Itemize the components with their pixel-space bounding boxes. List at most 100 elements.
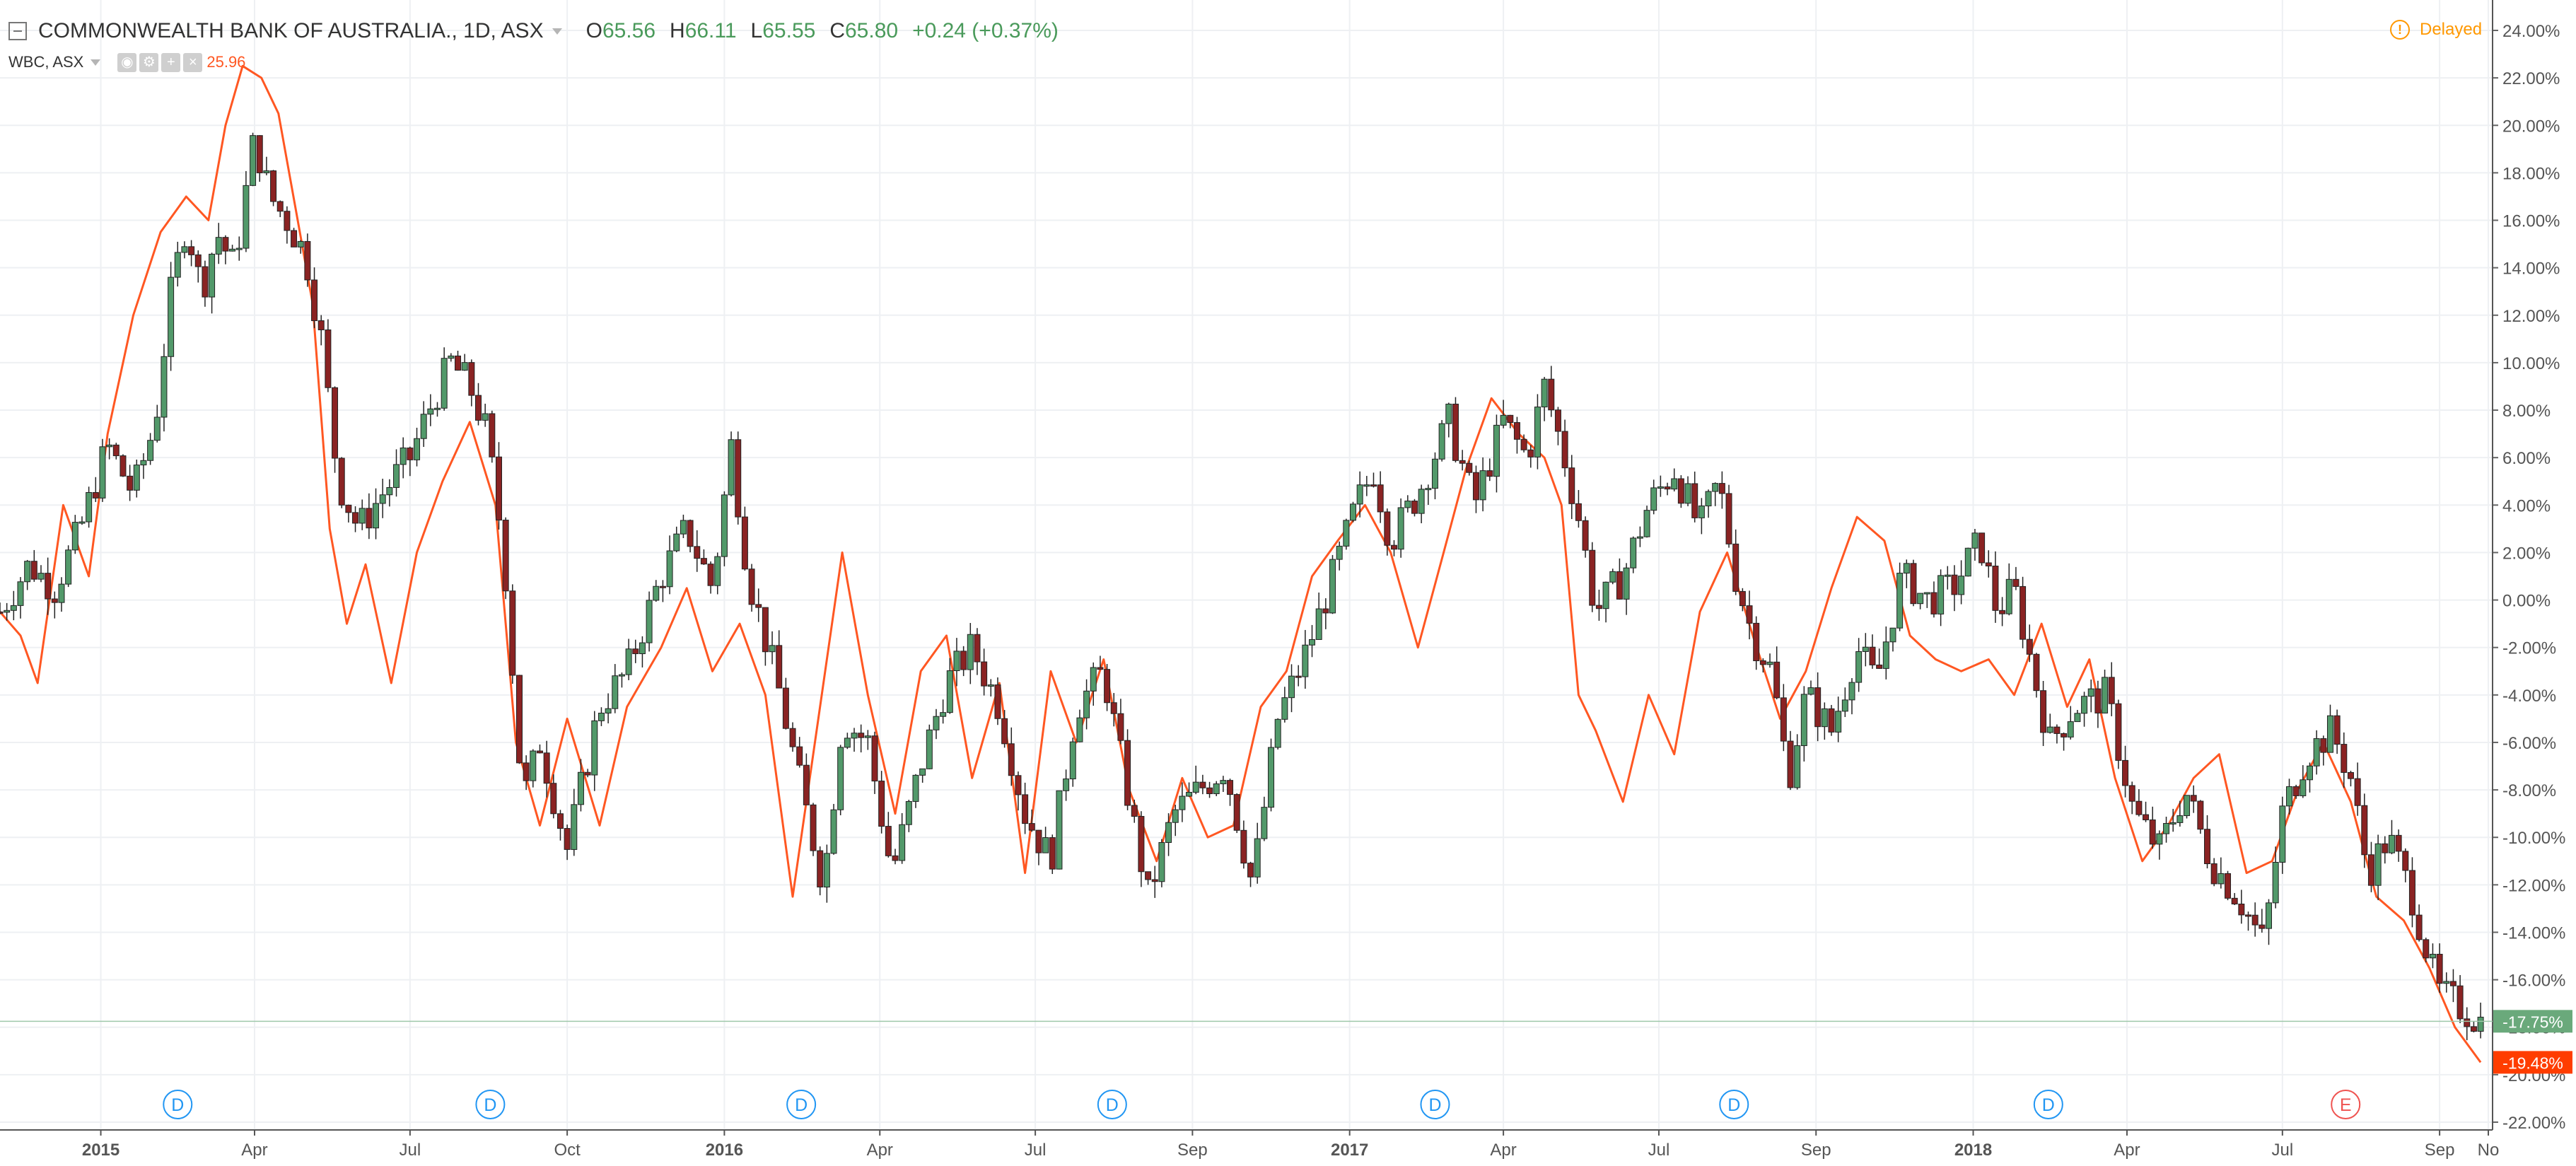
candle-body: [202, 266, 209, 298]
candle-body: [618, 674, 625, 677]
candle-body: [1821, 708, 1828, 728]
candle-body: [912, 774, 919, 802]
candle-body: [2135, 800, 2143, 815]
candle-body: [482, 413, 489, 421]
close-icon[interactable]: ×: [183, 52, 203, 72]
candle-body: [523, 762, 530, 781]
dividend-marker: [1420, 1090, 1450, 1119]
candle-body: [796, 746, 803, 766]
dividend-marker-label: D: [1428, 1095, 1441, 1115]
candle-body: [1158, 841, 1165, 882]
candle-body: [2176, 815, 2184, 823]
candle-body: [1630, 537, 1637, 569]
candle-body: [373, 503, 380, 529]
symbol-title[interactable]: COMMONWEALTH BANK OF AUSTRALIA., 1D, ASX: [38, 19, 544, 42]
candle-body: [1650, 487, 1657, 511]
candle-body: [1268, 747, 1275, 808]
candle-body: [1930, 592, 1937, 614]
candle-body: [974, 634, 981, 663]
candle-body: [2108, 677, 2115, 704]
candle-body: [1110, 702, 1117, 714]
candle-body: [556, 813, 564, 829]
ohlc-low-key: L: [750, 19, 763, 42]
candle-body: [1356, 484, 1363, 505]
chevron-down-icon[interactable]: [91, 59, 101, 66]
candle-body: [2429, 953, 2436, 959]
candle-body: [1534, 407, 1541, 457]
candle-body: [1049, 837, 1056, 870]
candle-body: [1172, 809, 1179, 823]
candle-body: [174, 252, 181, 278]
candle-body: [721, 494, 728, 557]
candle-body: [612, 675, 619, 709]
candle-body: [1459, 460, 1466, 464]
x-tick-label: 2018: [1954, 1141, 1992, 1160]
candle-body: [2033, 653, 2040, 692]
eye-icon[interactable]: ◉: [117, 52, 137, 72]
candle-body: [1247, 863, 1254, 878]
candle-body: [1513, 422, 1520, 440]
candle-body: [1753, 622, 1760, 662]
candle-body: [1657, 486, 1664, 489]
candle-body: [1862, 646, 1869, 652]
candle-body: [1466, 462, 1473, 473]
candle-body: [817, 850, 824, 887]
candle-body: [1131, 805, 1138, 817]
candle-body: [1486, 470, 1493, 477]
candle-body: [2292, 786, 2300, 796]
candle-body: [235, 247, 243, 250]
candle-body: [2361, 805, 2368, 856]
candle-body: [2272, 861, 2279, 904]
candle-body: [1076, 717, 1083, 742]
candle-body: [1835, 711, 1842, 733]
candle-body: [168, 276, 175, 357]
delayed-indicator[interactable]: ! Delayed: [2390, 16, 2482, 44]
compare-last-value-label: -19.48%: [2502, 1054, 2563, 1072]
candle-body: [1281, 697, 1288, 720]
candle-body: [1773, 661, 1781, 699]
candle-body: [2231, 897, 2238, 904]
x-tick-label: Oct: [554, 1141, 581, 1160]
candle-body: [2143, 814, 2150, 820]
candle-body: [571, 804, 578, 850]
candle-body: [209, 253, 216, 298]
candle-body: [940, 712, 947, 717]
gear-icon[interactable]: ⚙: [139, 52, 159, 72]
candle-body: [51, 598, 58, 603]
candle-body: [1145, 871, 1152, 880]
compare-symbol[interactable]: WBC, ASX: [8, 53, 84, 71]
candle-body: [1390, 544, 1397, 550]
candle-body: [700, 558, 707, 565]
candle-body: [1623, 567, 1630, 600]
plus-icon[interactable]: +: [161, 52, 181, 72]
candle-body: [1664, 486, 1671, 490]
candle-body: [1411, 501, 1418, 514]
candle-body: [1595, 605, 1602, 610]
dividend-marker-label: D: [484, 1095, 496, 1115]
y-tick-label: -10.00%: [2502, 829, 2565, 848]
minus-square-icon[interactable]: [8, 22, 27, 40]
candle-body: [10, 605, 17, 611]
dividend-marker-label: D: [1727, 1095, 1740, 1115]
candle-body: [844, 738, 851, 748]
candle-body: [489, 413, 496, 457]
candle-body: [598, 712, 605, 721]
x-tick-label: Jul: [1025, 1141, 1047, 1160]
candle-body: [2408, 870, 2415, 916]
candle-body: [1192, 781, 1199, 793]
candle-body: [1684, 483, 1691, 504]
y-tick-label: 12.00%: [2502, 307, 2560, 326]
compare-legend: WBC, ASX ◉ ⚙ + × 25.96: [8, 49, 245, 75]
y-tick-label: -16.00%: [2502, 972, 2565, 991]
candle-body: [2415, 914, 2423, 940]
candle-body: [332, 387, 339, 459]
candle-body: [2382, 843, 2389, 853]
compare-value: 25.96: [206, 53, 246, 71]
candle-body: [1227, 780, 1234, 795]
candle-body: [714, 556, 721, 586]
candle-body: [1370, 484, 1377, 487]
candle-body: [1609, 571, 1616, 583]
candle-body: [871, 735, 878, 782]
chevron-down-icon[interactable]: [552, 28, 562, 35]
